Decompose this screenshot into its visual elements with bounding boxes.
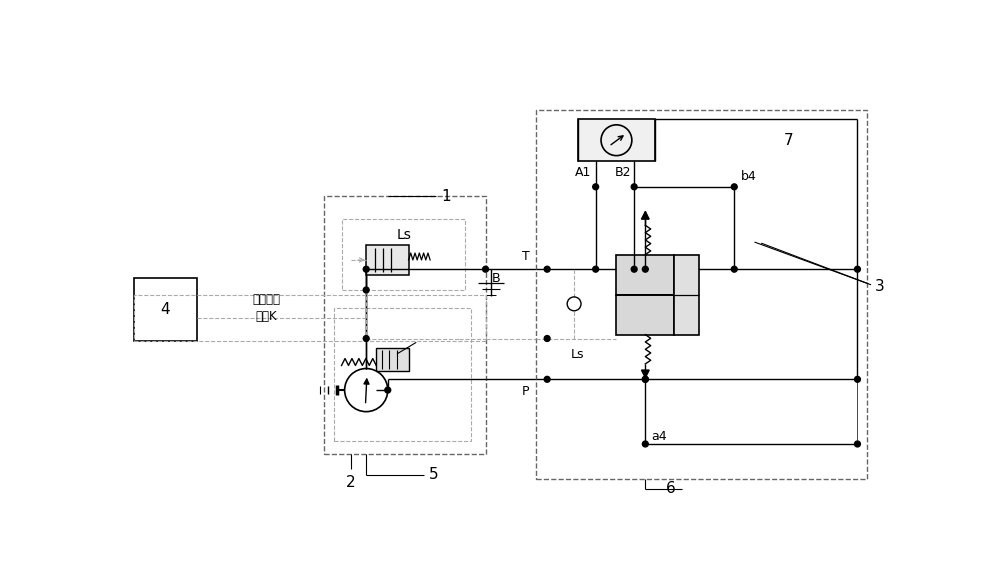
Circle shape [642, 266, 648, 272]
Bar [536, 110, 867, 480]
Text: 压差控制: 压差控制 [252, 293, 280, 306]
Text: B: B [492, 272, 500, 285]
Circle shape [363, 336, 369, 342]
Circle shape [642, 441, 648, 447]
Text: 3: 3 [874, 279, 884, 294]
Bar [376, 348, 409, 371]
Circle shape [544, 266, 550, 272]
Text: T: T [522, 250, 529, 263]
Bar [616, 255, 674, 294]
Circle shape [631, 184, 637, 190]
Circle shape [731, 266, 737, 272]
Text: Ls: Ls [571, 348, 585, 361]
Polygon shape [641, 370, 649, 378]
Text: A1: A1 [575, 166, 591, 179]
Circle shape [593, 184, 599, 190]
Text: 1: 1 [442, 189, 451, 204]
Circle shape [385, 387, 391, 393]
Bar [134, 278, 197, 341]
Bar [578, 119, 655, 162]
Circle shape [363, 266, 369, 272]
Text: 油路K: 油路K [255, 310, 277, 323]
Circle shape [631, 266, 637, 272]
Bar [342, 219, 465, 290]
Text: 7: 7 [784, 133, 793, 148]
Text: a4: a4 [651, 430, 667, 443]
Text: 6: 6 [666, 481, 676, 496]
Circle shape [731, 184, 737, 190]
Text: 2: 2 [346, 475, 356, 490]
Circle shape [642, 377, 648, 382]
Circle shape [642, 377, 648, 382]
Circle shape [544, 377, 550, 382]
Bar [366, 246, 409, 275]
Text: b4: b4 [740, 170, 756, 183]
Polygon shape [641, 212, 649, 219]
Bar [674, 255, 699, 335]
Bar [134, 294, 486, 341]
Text: 4: 4 [160, 302, 170, 317]
Bar [324, 196, 486, 454]
Text: Ls: Ls [397, 228, 412, 242]
Circle shape [483, 266, 488, 272]
Circle shape [855, 266, 860, 272]
Circle shape [855, 441, 860, 447]
Text: B2: B2 [615, 166, 631, 179]
Text: 5: 5 [429, 467, 439, 482]
Circle shape [593, 266, 599, 272]
Bar [616, 294, 674, 335]
Circle shape [544, 336, 550, 342]
Bar [334, 308, 471, 441]
Circle shape [855, 377, 860, 382]
Circle shape [363, 287, 369, 293]
Text: P: P [522, 385, 529, 398]
